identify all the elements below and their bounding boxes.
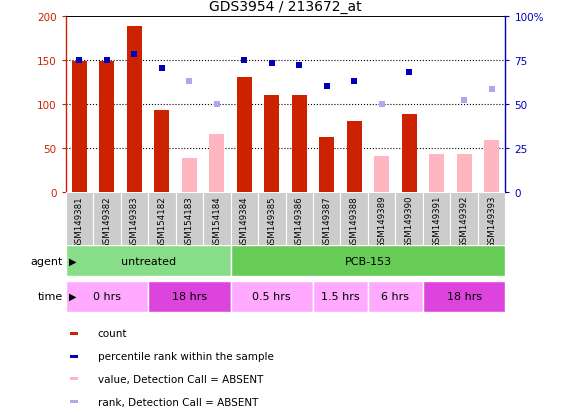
Text: GSM149384: GSM149384 xyxy=(240,195,249,248)
Bar xyxy=(395,192,423,260)
Text: PCB-153: PCB-153 xyxy=(344,256,392,266)
Bar xyxy=(182,159,197,192)
Text: time: time xyxy=(38,291,63,301)
Text: percentile rank within the sample: percentile rank within the sample xyxy=(98,351,274,361)
Bar xyxy=(93,192,120,260)
Bar xyxy=(66,192,93,260)
Bar xyxy=(429,154,444,192)
Text: ▶: ▶ xyxy=(69,291,76,301)
Text: value, Detection Call = ABSENT: value, Detection Call = ABSENT xyxy=(98,374,263,384)
Bar xyxy=(264,95,279,192)
Bar xyxy=(451,192,478,260)
Text: 0 hrs: 0 hrs xyxy=(93,291,121,301)
Text: count: count xyxy=(98,328,127,339)
Text: rank, Detection Call = ABSENT: rank, Detection Call = ABSENT xyxy=(98,396,258,407)
Text: GSM149387: GSM149387 xyxy=(322,195,331,248)
Bar xyxy=(237,78,252,192)
Bar xyxy=(176,192,203,260)
Text: 0.5 hrs: 0.5 hrs xyxy=(252,291,291,301)
Bar xyxy=(423,281,505,312)
Bar xyxy=(258,192,286,260)
Text: 6 hrs: 6 hrs xyxy=(381,291,409,301)
Bar xyxy=(120,192,148,260)
Bar xyxy=(66,246,231,277)
Text: GSM149386: GSM149386 xyxy=(295,195,304,248)
Bar xyxy=(66,281,148,312)
Text: GDS3954 / 213672_at: GDS3954 / 213672_at xyxy=(209,0,362,14)
Bar xyxy=(70,377,78,380)
Bar xyxy=(313,192,340,260)
Text: GSM149382: GSM149382 xyxy=(102,195,111,248)
Bar xyxy=(368,192,395,260)
Text: GSM149391: GSM149391 xyxy=(432,195,441,248)
Bar xyxy=(401,115,417,192)
Bar xyxy=(368,281,423,312)
Text: 18 hrs: 18 hrs xyxy=(447,291,482,301)
Bar xyxy=(99,62,114,192)
Bar xyxy=(72,62,87,192)
Text: GSM149393: GSM149393 xyxy=(487,195,496,248)
Text: GSM149388: GSM149388 xyxy=(349,195,359,248)
Bar xyxy=(148,192,176,260)
Bar xyxy=(347,122,362,192)
Text: GSM154184: GSM154184 xyxy=(212,195,222,248)
Bar xyxy=(292,95,307,192)
Text: 18 hrs: 18 hrs xyxy=(172,291,207,301)
Bar xyxy=(70,400,78,403)
Bar xyxy=(340,192,368,260)
Bar xyxy=(313,281,368,312)
Bar xyxy=(319,138,334,192)
Text: ▶: ▶ xyxy=(69,256,76,266)
Text: GSM149392: GSM149392 xyxy=(460,195,469,248)
Bar xyxy=(286,192,313,260)
Text: GSM149381: GSM149381 xyxy=(75,195,84,248)
Text: 1.5 hrs: 1.5 hrs xyxy=(321,291,360,301)
Text: GSM149383: GSM149383 xyxy=(130,195,139,248)
Bar xyxy=(209,135,224,192)
Bar xyxy=(231,281,313,312)
Bar xyxy=(457,154,472,192)
Bar xyxy=(231,192,258,260)
Bar xyxy=(484,141,499,192)
Text: GSM149389: GSM149389 xyxy=(377,195,386,248)
Bar xyxy=(70,332,78,335)
Text: agent: agent xyxy=(30,256,63,266)
Bar xyxy=(70,355,78,358)
Text: GSM149385: GSM149385 xyxy=(267,195,276,248)
Bar xyxy=(203,192,231,260)
Bar xyxy=(127,27,142,192)
Text: GSM149390: GSM149390 xyxy=(405,195,413,248)
Bar xyxy=(374,157,389,192)
Text: GSM154183: GSM154183 xyxy=(185,195,194,248)
Bar xyxy=(231,246,505,277)
Text: untreated: untreated xyxy=(120,256,176,266)
Bar xyxy=(154,110,170,192)
Bar xyxy=(148,281,231,312)
Bar xyxy=(478,192,505,260)
Text: GSM154182: GSM154182 xyxy=(158,195,166,248)
Bar xyxy=(423,192,451,260)
